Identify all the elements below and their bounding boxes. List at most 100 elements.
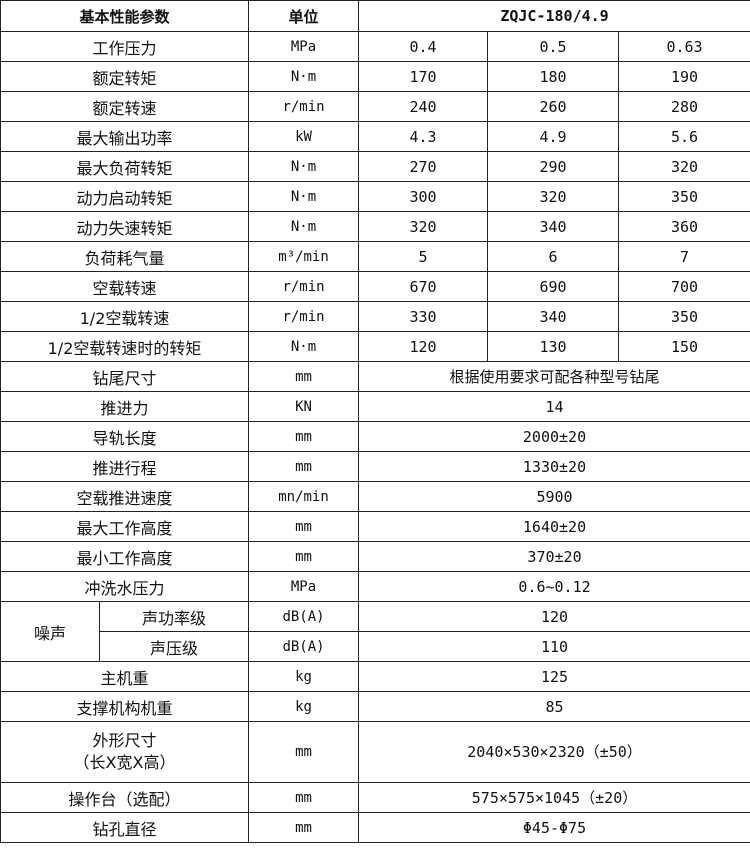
param-unit: KN	[248, 391, 360, 422]
param-name: 操作台（选配）	[0, 782, 250, 813]
table-row: 钻孔直径 mm Φ45-Φ75	[0, 812, 750, 843]
param-name: 动力失速转矩	[0, 211, 250, 242]
param-unit: MPa	[248, 31, 360, 62]
param-unit: mm	[248, 541, 360, 572]
param-name: 冲洗水压力	[0, 571, 250, 602]
param-name: 声压级	[98, 631, 250, 662]
param-unit: mm	[248, 421, 360, 452]
param-name: 最大输出功率	[0, 121, 250, 152]
table-row: 额定转速 r/min 240 260 280	[0, 91, 750, 122]
param-value: 190	[618, 61, 750, 92]
param-value: 360	[618, 211, 750, 242]
table-row: 导轨长度 mm 2000±20	[0, 421, 750, 452]
param-name: 最大负荷转矩	[0, 151, 250, 182]
param-value: 370±20	[358, 541, 750, 572]
param-value: 150	[618, 331, 750, 362]
noise-group-label: 噪声	[0, 601, 100, 662]
table-row: 最大输出功率 kW 4.3 4.9 5.6	[0, 121, 750, 152]
param-name: 额定转矩	[0, 61, 250, 92]
param-unit: m³/min	[248, 241, 360, 272]
param-unit: MPa	[248, 571, 360, 602]
param-value: 575×575×1045（±20）	[358, 782, 750, 813]
param-name: 工作压力	[0, 31, 250, 62]
param-value: 7	[618, 241, 750, 272]
param-unit: N·m	[248, 151, 360, 182]
param-name: 推进力	[0, 391, 250, 422]
param-name: 负荷耗气量	[0, 241, 250, 272]
param-value: 4.9	[487, 121, 620, 152]
param-unit: mm	[248, 721, 360, 783]
table-row: 工作压力 MPa 0.4 0.5 0.63	[0, 31, 750, 62]
param-value: 670	[358, 271, 489, 302]
param-name: 空载推进速度	[0, 481, 250, 512]
param-value: 120	[358, 601, 750, 632]
param-unit: dB(A)	[248, 601, 360, 632]
param-name: 动力启动转矩	[0, 181, 250, 212]
table-row: 推进行程 mm 1330±20	[0, 451, 750, 482]
header-row: 基本性能参数 单位 ZQJC-180/4.9	[0, 0, 750, 32]
param-name: 钻孔直径	[0, 812, 250, 843]
param-value: 290	[487, 151, 620, 182]
table-row: 负荷耗气量 m³/min 5 6 7	[0, 241, 750, 272]
table-row: 空载推进速度 mn/min 5900	[0, 481, 750, 512]
table-row: 空载转速 r/min 670 690 700	[0, 271, 750, 302]
table-row: 支撑机构机重 kg 85	[0, 691, 750, 722]
param-value: 270	[358, 151, 489, 182]
param-name: 声功率级	[98, 601, 250, 632]
table-row: 推进力 KN 14	[0, 391, 750, 422]
param-value: 0.5	[487, 31, 620, 62]
param-unit: mn/min	[248, 481, 360, 512]
param-name: 主机重	[0, 661, 250, 692]
param-value: 0.6~0.12	[358, 571, 750, 602]
param-value: 330	[358, 301, 489, 332]
table-row: 动力失速转矩 N·m 320 340 360	[0, 211, 750, 242]
table-row: 钻尾尺寸 mm 根据使用要求可配各种型号钻尾	[0, 361, 750, 392]
param-name: 钻尾尺寸	[0, 361, 250, 392]
header-param: 基本性能参数	[0, 0, 250, 32]
param-value: 690	[487, 271, 620, 302]
param-unit: N·m	[248, 181, 360, 212]
param-value: 85	[358, 691, 750, 722]
param-unit: mm	[248, 812, 360, 843]
table-row: 最大工作高度 mm 1640±20	[0, 511, 750, 542]
param-unit: r/min	[248, 271, 360, 302]
param-name: 导轨长度	[0, 421, 250, 452]
param-value: 0.63	[618, 31, 750, 62]
param-value: 700	[618, 271, 750, 302]
table-row: 声压级 dB(A) 110	[1, 631, 750, 662]
param-unit: mm	[248, 511, 360, 542]
param-value: 320	[358, 211, 489, 242]
table-row: 冲洗水压力 MPa 0.6~0.12	[0, 571, 750, 602]
param-value: 2000±20	[358, 421, 750, 452]
param-value: 350	[618, 301, 750, 332]
param-unit: N·m	[248, 61, 360, 92]
param-name: 空载转速	[0, 271, 250, 302]
param-unit: mm	[248, 782, 360, 813]
param-value: 320	[487, 181, 620, 212]
param-value: 2040×530×2320（±50）	[358, 721, 750, 783]
param-value: 260	[487, 91, 620, 122]
param-unit: r/min	[248, 301, 360, 332]
param-name: 1/2空载转速	[0, 301, 250, 332]
param-value: 5.6	[618, 121, 750, 152]
param-value: 300	[358, 181, 489, 212]
param-value: 4.3	[358, 121, 489, 152]
table-row: 最大负荷转矩 N·m 270 290 320	[0, 151, 750, 182]
table-row: 操作台（选配） mm 575×575×1045（±20）	[0, 782, 750, 813]
param-value: 240	[358, 91, 489, 122]
param-value: 125	[358, 661, 750, 692]
param-unit: N·m	[248, 211, 360, 242]
param-value: 0.4	[358, 31, 489, 62]
param-name: 外形尺寸 （长X宽X高）	[0, 721, 250, 783]
header-unit: 单位	[248, 0, 360, 32]
table-row: 1/2空载转速时的转矩 N·m 120 130 150	[0, 331, 750, 362]
param-value: 1640±20	[358, 511, 750, 542]
table-row: 噪声 声功率级 dB(A) 120	[0, 601, 750, 662]
param-unit: kg	[248, 691, 360, 722]
param-value: 350	[618, 181, 750, 212]
table-row: 1/2空载转速 r/min 330 340 350	[0, 301, 750, 332]
param-value: 6	[487, 241, 620, 272]
param-value: 110	[358, 631, 750, 662]
param-value: 130	[487, 331, 620, 362]
table-row: 主机重 kg 125	[0, 661, 750, 692]
